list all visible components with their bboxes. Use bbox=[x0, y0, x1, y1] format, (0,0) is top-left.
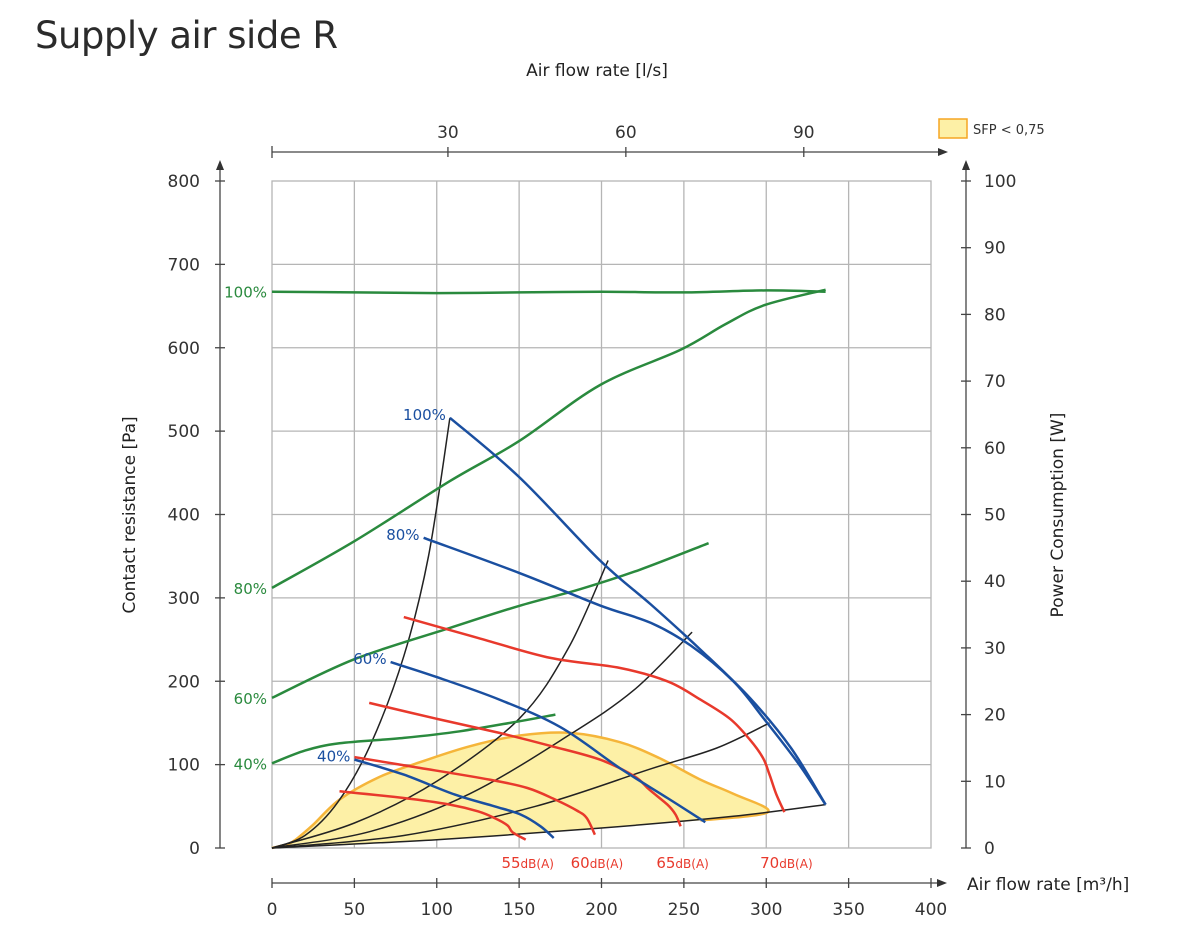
right-axis-tick-label: 60 bbox=[984, 439, 1006, 459]
top-axis-title: Air flow rate [l/s] bbox=[526, 61, 668, 81]
left-axis-tick-label: 600 bbox=[168, 339, 200, 359]
power-label: 80% bbox=[234, 580, 267, 598]
top-axis-arrow bbox=[938, 148, 948, 156]
left-axis-tick-label: 200 bbox=[168, 672, 200, 692]
power-curve-80pct bbox=[271, 288, 826, 589]
grid bbox=[271, 180, 932, 849]
bottom-axis-tick-label: 100 bbox=[421, 900, 453, 920]
power-curve-60pct bbox=[271, 542, 710, 700]
power-label: 100% bbox=[224, 284, 267, 302]
bottom-axis-tick-label: 400 bbox=[915, 900, 947, 920]
bottom-axis-tick-label: 250 bbox=[668, 900, 700, 920]
sound-label: 70dB(A) bbox=[760, 854, 813, 872]
sound-label-unit: dB(A) bbox=[521, 857, 554, 871]
top-axis-tick-label: 60 bbox=[615, 123, 637, 143]
pressure-curve-80pct bbox=[423, 536, 827, 806]
right-axis-tick-label: 20 bbox=[984, 706, 1006, 726]
power-curves-layer bbox=[271, 288, 826, 765]
bottom-axis-title: Air flow rate [m³/h] bbox=[967, 875, 1129, 895]
right-axis-tick-label: 30 bbox=[984, 639, 1006, 659]
right-axis-tick-label: 90 bbox=[984, 239, 1006, 259]
right-axis-tick-label: 40 bbox=[984, 572, 1006, 592]
sound-curve-70 bbox=[403, 615, 786, 813]
sound-label-unit: dB(A) bbox=[779, 857, 812, 871]
left-axis-tick-label: 0 bbox=[189, 839, 200, 859]
bottom-axis-tick-label: 0 bbox=[267, 900, 278, 920]
bottom-axis-tick-label: 300 bbox=[750, 900, 782, 920]
left-axis-tick-label: 500 bbox=[168, 422, 200, 442]
sound-label-value: 70 bbox=[760, 854, 779, 872]
left-axis-tick-label: 100 bbox=[168, 756, 200, 776]
pressure-curve-40pct bbox=[354, 758, 555, 839]
sound-label-unit: dB(A) bbox=[675, 857, 708, 871]
sound-label-value: 65 bbox=[656, 854, 675, 872]
right-axis-title: Power Consumption [W] bbox=[1048, 413, 1068, 618]
sound-label-unit: dB(A) bbox=[590, 857, 623, 871]
sound-label: 55dB(A) bbox=[501, 854, 554, 872]
left-axis-tick-label: 800 bbox=[168, 172, 200, 192]
right-axis-tick-label: 100 bbox=[984, 172, 1016, 192]
sound-curve-60 bbox=[354, 755, 597, 836]
system-curve bbox=[271, 722, 770, 849]
system-curve bbox=[271, 631, 693, 849]
labels: 100%80%60%40%55dB(A) 60dB(A) 65dB(A) 70dB(A… bbox=[224, 284, 813, 872]
power-curve-40pct bbox=[271, 713, 556, 765]
right-axis-tick-label: 70 bbox=[984, 372, 1006, 392]
legend: SFP < 0,75 bbox=[938, 118, 1045, 139]
bottom-axis-tick-label: 150 bbox=[503, 900, 535, 920]
pressure-label: 60% bbox=[353, 650, 386, 668]
pressure-curve-100pct bbox=[449, 416, 827, 806]
legend-swatch bbox=[938, 118, 968, 139]
sfp-region-layer bbox=[271, 731, 770, 850]
pressure-label: 80% bbox=[386, 526, 419, 544]
left-axis-tick-label: 300 bbox=[168, 589, 200, 609]
legend-label: SFP < 0,75 bbox=[973, 123, 1045, 138]
right-axis-tick-label: 50 bbox=[984, 506, 1006, 526]
sound-label: 65dB(A) bbox=[656, 854, 709, 872]
sound-label-value: 55 bbox=[501, 854, 520, 872]
right-axis-tick-label: 10 bbox=[984, 772, 1006, 792]
page-title: Supply air side R bbox=[35, 14, 338, 57]
right-axis-tick-label: 80 bbox=[984, 305, 1006, 325]
right-axis-arrow bbox=[962, 160, 970, 170]
pressure-curve-60pct bbox=[390, 660, 706, 824]
sound-curve-55 bbox=[339, 790, 527, 841]
left-axis-tick-label: 400 bbox=[168, 506, 200, 526]
bottom-axis-tick-label: 350 bbox=[832, 900, 864, 920]
sound-label-value: 60 bbox=[571, 854, 590, 872]
power-curve-100pct bbox=[271, 289, 826, 295]
pressure-curves-layer bbox=[354, 416, 827, 839]
top-axis-tick-label: 30 bbox=[437, 123, 459, 143]
bottom-axis-tick-label: 200 bbox=[585, 900, 617, 920]
right-axis-tick-label: 0 bbox=[984, 839, 995, 859]
bottom-axis-arrow bbox=[937, 879, 947, 887]
left-axis-tick-label: 700 bbox=[168, 255, 200, 275]
pressure-label: 100% bbox=[403, 406, 446, 424]
left-axis-title: Contact resistance [Pa] bbox=[120, 416, 140, 613]
power-label: 40% bbox=[234, 755, 267, 773]
power-label: 60% bbox=[234, 690, 267, 708]
left-axis-arrow bbox=[216, 160, 224, 170]
system-curve bbox=[271, 803, 826, 849]
pressure-label: 40% bbox=[317, 748, 350, 766]
sfp-region-fill bbox=[272, 732, 769, 848]
top-axis-tick-label: 90 bbox=[793, 123, 815, 143]
sound-label: 60dB(A) bbox=[571, 854, 624, 872]
bottom-axis-tick-label: 50 bbox=[344, 900, 366, 920]
system-curve bbox=[271, 560, 609, 849]
sfp-region-outline bbox=[271, 731, 770, 850]
